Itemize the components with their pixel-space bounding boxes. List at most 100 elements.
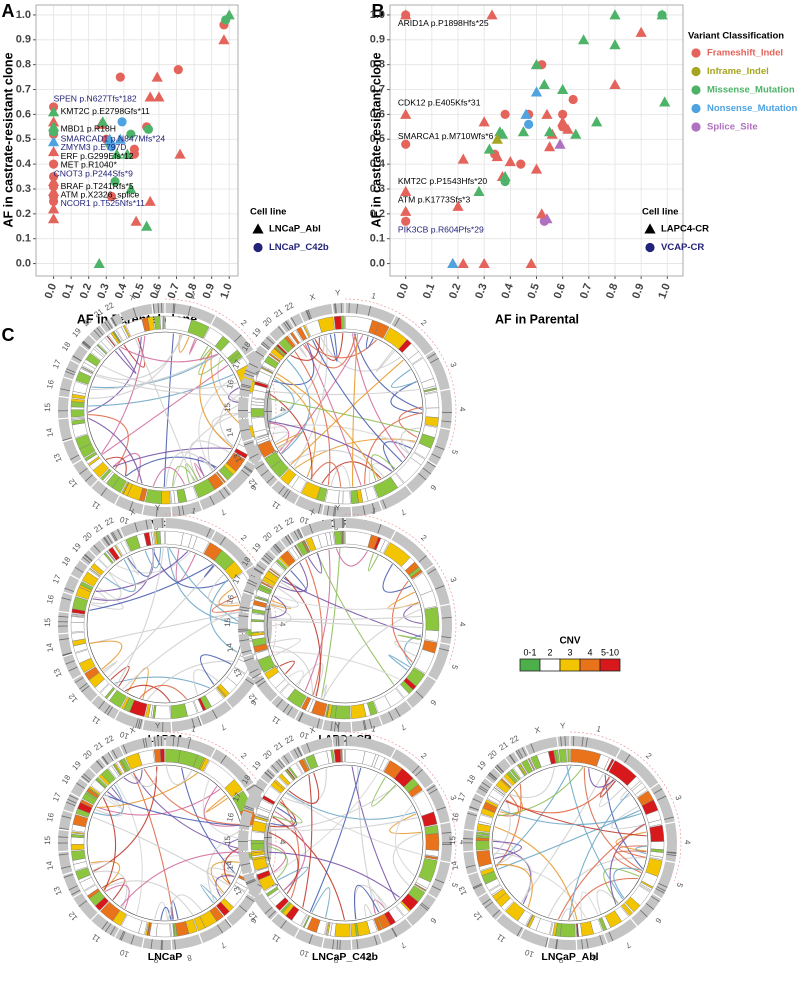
point-triangle — [562, 123, 574, 134]
ideogram-band — [285, 535, 292, 545]
point-triangle — [400, 185, 412, 196]
ideogram-band — [246, 879, 256, 885]
ideogram — [63, 872, 82, 898]
ideogram-band — [66, 368, 76, 373]
ideogram-band — [238, 615, 249, 617]
cnv-segment — [155, 923, 171, 938]
chromosome-label: 3 — [448, 794, 458, 802]
link — [375, 349, 395, 373]
chromosome-label: 16 — [225, 593, 236, 604]
cnv-segment — [250, 408, 265, 418]
link — [388, 654, 410, 671]
link — [391, 580, 413, 663]
cnv-segment — [71, 416, 85, 420]
ideogram-band — [494, 766, 503, 775]
link — [96, 772, 198, 809]
link — [322, 608, 421, 700]
ideogram-band — [71, 889, 81, 896]
ideogram-band — [65, 660, 75, 665]
annotation: BRAF p.T241Rfs*5 — [61, 181, 134, 191]
link — [203, 785, 240, 827]
ideogram-band — [67, 798, 77, 804]
link — [270, 600, 292, 610]
cnv-segment — [408, 784, 423, 798]
link — [107, 787, 121, 801]
ideogram-band — [436, 806, 446, 811]
ideogram-band — [254, 784, 264, 791]
chromosome-label: 19 — [70, 541, 83, 554]
cnv-segment — [424, 606, 440, 632]
link — [294, 351, 331, 486]
ideogram-band — [277, 759, 285, 768]
link — [396, 438, 415, 454]
ideogram-band — [283, 322, 290, 331]
cnv-segment — [480, 867, 495, 876]
cnv-segment — [88, 785, 101, 796]
chromosome-label: 2 — [239, 751, 249, 761]
link — [114, 676, 210, 689]
ideogram — [468, 872, 487, 898]
link — [635, 845, 647, 855]
link — [268, 378, 295, 421]
ideogram-band — [76, 782, 85, 789]
annotation: MBD1 p.R18H — [61, 124, 116, 134]
point-triangle — [151, 71, 163, 82]
link — [123, 769, 143, 784]
ideogram-band — [197, 716, 202, 726]
ideogram — [199, 700, 232, 726]
cnv-segment — [276, 343, 288, 355]
cnv-segment — [100, 468, 112, 481]
point-triangle — [541, 213, 553, 224]
cnv-segment — [170, 923, 175, 937]
chromosome-label: 21 — [272, 307, 285, 320]
link — [215, 875, 235, 897]
ideogram — [63, 439, 82, 465]
ideogram-band — [256, 564, 266, 571]
cnv-segment — [425, 407, 440, 418]
chromosome-label: 16 — [45, 378, 56, 389]
x-tick-label: 0.9 — [201, 282, 218, 300]
chromosome-label: 18 — [60, 555, 73, 568]
link — [221, 854, 242, 878]
cnv-segment — [424, 391, 440, 409]
ideogram-band — [335, 736, 338, 747]
cnv-segment — [263, 785, 281, 803]
link — [120, 346, 219, 363]
ideogram-band — [439, 647, 449, 652]
circos-title: LNCaP_C42b — [312, 951, 378, 963]
cnv-segment — [85, 352, 101, 367]
legend-marker — [253, 242, 263, 253]
ideogram — [243, 575, 260, 595]
chromosome-label: 16 — [45, 811, 56, 822]
chromosome-label: 20 — [81, 530, 94, 543]
chromosome-label: X — [129, 507, 137, 517]
point-triangle — [543, 141, 556, 152]
cnv-segment — [350, 703, 367, 719]
point-triangle — [543, 126, 556, 137]
point-triangle — [452, 200, 464, 211]
link — [152, 548, 229, 589]
link — [193, 669, 219, 695]
point-triangle — [517, 126, 530, 137]
ideogram — [63, 360, 80, 380]
legend-label: 3 — [567, 647, 572, 657]
ideogram — [243, 793, 260, 813]
link — [613, 867, 643, 899]
cnv-segment — [264, 451, 282, 469]
point-triangle — [457, 257, 469, 269]
chromosome-label: 10 — [298, 729, 310, 741]
link — [520, 773, 604, 903]
ideogram — [425, 350, 450, 391]
chromosome-label: 14 — [44, 860, 55, 871]
x-tick-label: 0.0 — [43, 282, 60, 300]
cnv-segment — [138, 749, 155, 766]
link — [298, 346, 308, 358]
ideogram — [120, 736, 153, 755]
chromosome-label: 21 — [272, 740, 285, 753]
ideogram-band — [664, 816, 674, 820]
y-tick-label: 0.3 — [16, 183, 31, 195]
ideogram-band — [211, 709, 218, 719]
inner-ring — [266, 546, 424, 704]
ideogram-band — [555, 939, 558, 950]
legend-label: Splice_Site — [707, 122, 758, 133]
